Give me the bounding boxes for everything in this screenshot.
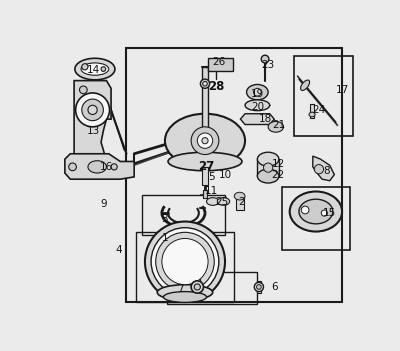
Circle shape (264, 163, 273, 172)
Polygon shape (74, 81, 111, 169)
Circle shape (82, 99, 103, 121)
Ellipse shape (309, 112, 315, 117)
Text: 18: 18 (258, 114, 272, 124)
Circle shape (82, 64, 88, 70)
Bar (126, 48, 342, 302)
Text: 7: 7 (177, 284, 184, 293)
Ellipse shape (81, 63, 109, 75)
Ellipse shape (299, 199, 333, 224)
Text: 10: 10 (218, 170, 232, 180)
Circle shape (69, 163, 76, 171)
Ellipse shape (234, 192, 245, 200)
Ellipse shape (246, 85, 268, 100)
Bar (257, 159, 279, 176)
Ellipse shape (268, 121, 284, 132)
Bar (236, 196, 244, 210)
Text: 3: 3 (162, 214, 168, 224)
Bar (194, 279, 200, 295)
Text: 27: 27 (198, 160, 215, 173)
Ellipse shape (157, 285, 213, 300)
Circle shape (111, 164, 117, 170)
Text: 17: 17 (336, 85, 349, 95)
Circle shape (191, 281, 204, 293)
Circle shape (101, 67, 106, 71)
Circle shape (162, 238, 208, 285)
Polygon shape (65, 154, 134, 179)
Circle shape (197, 133, 213, 148)
Text: 8: 8 (323, 166, 330, 177)
Ellipse shape (257, 152, 279, 166)
Polygon shape (313, 156, 334, 181)
Bar (256, 281, 261, 293)
Bar (202, 167, 208, 185)
Ellipse shape (88, 161, 106, 173)
Text: 5: 5 (208, 172, 214, 182)
Polygon shape (240, 114, 274, 125)
Bar (282, 187, 350, 250)
Circle shape (80, 86, 87, 94)
Text: 6: 6 (271, 282, 278, 292)
Ellipse shape (245, 100, 270, 111)
Ellipse shape (164, 292, 206, 302)
Ellipse shape (206, 198, 219, 205)
Bar (202, 67, 208, 128)
Ellipse shape (257, 169, 279, 183)
Circle shape (194, 284, 200, 290)
Text: 14: 14 (87, 65, 100, 75)
Circle shape (202, 138, 208, 144)
Text: 26: 26 (212, 57, 226, 67)
Bar (310, 104, 314, 118)
Text: 19: 19 (251, 90, 264, 99)
Bar (178, 127, 232, 165)
Text: 24: 24 (312, 105, 326, 115)
Circle shape (151, 228, 219, 296)
Text: 28: 28 (208, 80, 225, 93)
Circle shape (261, 55, 269, 63)
Bar (136, 232, 234, 302)
Circle shape (321, 210, 328, 216)
Circle shape (200, 79, 210, 88)
Circle shape (256, 285, 261, 289)
Text: 25: 25 (215, 197, 228, 207)
Ellipse shape (300, 80, 310, 91)
Circle shape (314, 165, 324, 174)
Text: 12: 12 (272, 159, 285, 169)
Circle shape (254, 88, 261, 96)
Bar (142, 194, 225, 234)
Ellipse shape (75, 58, 115, 80)
Circle shape (301, 206, 309, 214)
Bar (294, 56, 353, 136)
Circle shape (156, 232, 214, 291)
Text: 23: 23 (262, 60, 275, 70)
Text: 16: 16 (100, 162, 113, 172)
Text: 11: 11 (204, 186, 218, 196)
Ellipse shape (168, 152, 242, 171)
Text: 20: 20 (251, 102, 264, 112)
Text: 13: 13 (87, 126, 100, 136)
Text: 4: 4 (116, 245, 122, 255)
Circle shape (203, 81, 207, 86)
Text: 9: 9 (100, 199, 107, 209)
Text: 1: 1 (162, 233, 168, 244)
Circle shape (254, 282, 264, 292)
Ellipse shape (217, 198, 230, 205)
Text: 21: 21 (272, 120, 286, 130)
Bar (203, 190, 207, 198)
Ellipse shape (290, 192, 342, 232)
Text: 22: 22 (272, 170, 285, 180)
Text: 15: 15 (323, 208, 336, 218)
Text: 2: 2 (239, 197, 245, 207)
Circle shape (76, 93, 110, 127)
Circle shape (191, 127, 219, 154)
Bar (166, 272, 257, 304)
Ellipse shape (165, 114, 245, 168)
Bar (208, 58, 233, 71)
Circle shape (88, 105, 97, 114)
Circle shape (145, 221, 225, 302)
